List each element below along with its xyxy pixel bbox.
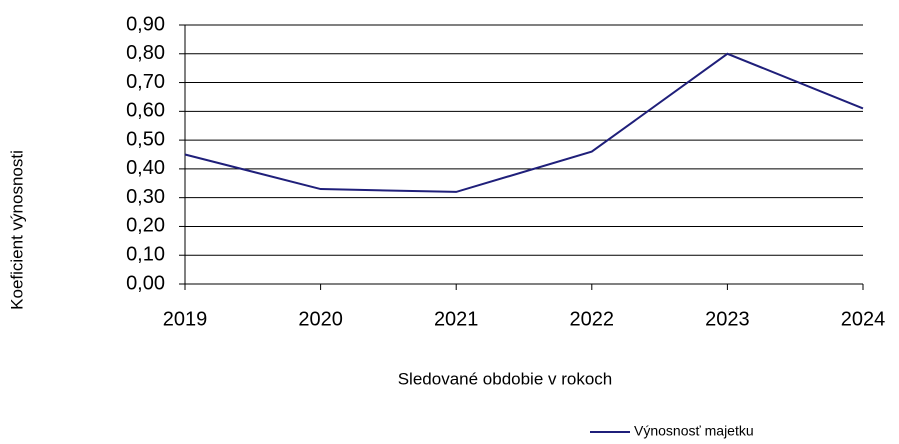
y-tick-label: 0,70 — [126, 71, 165, 93]
y-tick-label: 0,10 — [126, 244, 165, 266]
y-tick-label: 0,80 — [126, 42, 165, 64]
x-tick-label: 2020 — [298, 308, 343, 330]
y-axis-title: Koeficient výnosnosti — [7, 150, 26, 310]
legend-label: Výnosnosť majetku — [634, 423, 754, 439]
y-tick-label: 0,30 — [126, 186, 165, 208]
x-tick-label: 2023 — [705, 308, 750, 330]
y-tick-label: 0,20 — [126, 215, 165, 237]
y-tick-label: 0,00 — [126, 272, 165, 294]
x-tick-label: 2022 — [570, 308, 615, 330]
y-tick-label: 0,50 — [126, 128, 165, 150]
y-tick-label: 0,60 — [126, 100, 165, 122]
y-tick-label: 0,90 — [126, 13, 165, 35]
x-axis-title: Sledované obdobie v rokoch — [398, 369, 613, 388]
x-tick-label: 2021 — [434, 308, 479, 330]
line — [184, 52, 864, 193]
y-tick-label: 0,40 — [126, 157, 165, 179]
x-tick-label: 2019 — [163, 308, 208, 330]
x-tick-label: 2024 — [841, 308, 886, 330]
